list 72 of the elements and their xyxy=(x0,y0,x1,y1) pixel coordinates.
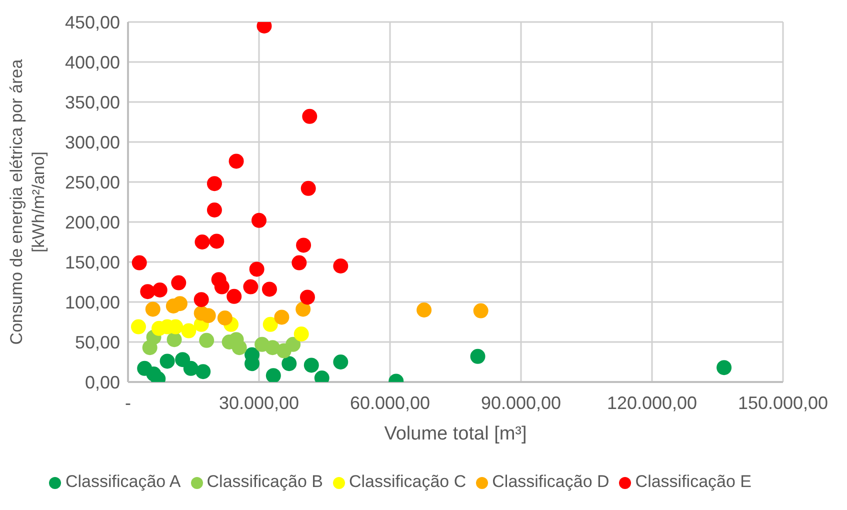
point xyxy=(181,323,196,338)
y-tick-label: 250,00 xyxy=(64,172,120,192)
point xyxy=(300,180,316,196)
point xyxy=(282,356,297,372)
y-tick-label: 400,00 xyxy=(64,52,120,72)
point xyxy=(249,262,264,277)
point xyxy=(183,360,198,376)
point xyxy=(274,310,290,325)
point xyxy=(214,279,230,294)
point xyxy=(142,340,158,356)
point xyxy=(140,284,156,300)
point xyxy=(286,336,301,352)
x-tick-label: 60.000,00 xyxy=(350,392,430,413)
y-axis-title: Consumo de energia elétrica por área [kWh/m²/ano] xyxy=(7,58,48,345)
legend-label: Classificação B xyxy=(206,472,323,491)
point xyxy=(333,258,348,274)
point xyxy=(294,326,309,342)
point xyxy=(194,234,210,250)
point xyxy=(266,368,281,382)
legend-label: Classificação A xyxy=(65,472,181,491)
point xyxy=(145,302,160,317)
x-tick-label: 150.000,00 xyxy=(738,392,828,413)
point xyxy=(302,108,318,124)
y-tick-label: 100,00 xyxy=(64,292,120,312)
point xyxy=(296,302,311,317)
point xyxy=(470,348,486,364)
x-tick-label: 30.000,00 xyxy=(218,392,300,413)
point xyxy=(300,290,315,305)
legend-label: Classificação E xyxy=(635,472,752,491)
point xyxy=(262,316,278,332)
point xyxy=(296,238,312,253)
legend-label: Classificação D xyxy=(492,472,610,491)
point xyxy=(175,352,190,368)
point xyxy=(199,332,214,348)
point xyxy=(171,275,186,290)
point xyxy=(226,288,242,304)
point xyxy=(292,255,307,270)
point xyxy=(228,154,244,169)
y-tick-label: 200,00 xyxy=(64,212,120,232)
x-axis-title: Volume total [m³] xyxy=(384,423,527,444)
point xyxy=(232,340,247,356)
x-tick-label: 120.000,00 xyxy=(606,392,698,413)
point xyxy=(130,319,146,334)
point xyxy=(152,282,168,298)
point xyxy=(217,310,232,326)
point xyxy=(473,303,488,318)
point xyxy=(252,212,266,228)
point xyxy=(716,360,732,376)
point xyxy=(333,354,348,370)
y-tick-label: 50,00 xyxy=(74,332,120,352)
y-tick-label: 150,00 xyxy=(64,252,120,272)
point xyxy=(166,332,182,348)
point xyxy=(200,308,216,324)
y-tick-label: 450,00 xyxy=(64,12,120,32)
point xyxy=(416,302,432,318)
legend-label: Classificação C xyxy=(348,472,466,491)
point xyxy=(160,354,175,369)
point xyxy=(172,296,188,312)
y-tick-label: 350,00 xyxy=(64,92,120,112)
point xyxy=(132,255,147,270)
y-tick-label: 0,00 xyxy=(84,372,120,392)
point xyxy=(304,358,319,373)
x-tick-label: 90.000,00 xyxy=(480,392,562,413)
point xyxy=(194,292,209,308)
point xyxy=(206,176,222,192)
y-tick-label: 300,00 xyxy=(64,132,120,152)
point xyxy=(243,279,258,294)
x-tick-label: - xyxy=(125,392,131,413)
point xyxy=(209,234,224,249)
point xyxy=(262,282,277,297)
point xyxy=(196,364,211,380)
point xyxy=(206,202,222,218)
